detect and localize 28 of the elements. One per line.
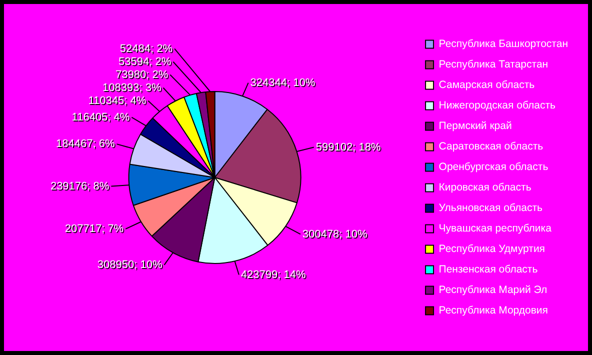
data-label: 116405; 4% [72,112,131,124]
legend-label: Оренбургская область [438,161,549,174]
data-label: 184467; 6% [57,139,116,152]
data-label: 53594; 2% [120,56,172,69]
legend-label: Саратовская область [438,140,544,153]
legend-label: Нижегородская область [438,100,556,112]
legend-label: Республика Татарстан [438,58,548,71]
legend-label: Самарская область [438,79,536,92]
data-label: 423799; 14% [242,270,307,282]
legend-label: Ульяновская область [438,202,544,214]
data-label: 599102; 18% [316,142,382,154]
data-label: 108393; 3% [104,82,162,95]
data-label: 110345; 4% [89,96,148,108]
data-label: 239176; 8% [51,181,110,194]
legend-label: Пермский край [438,120,512,132]
data-label: 324344; 10% [251,78,316,90]
legend-label: Республика Марий Эл [438,284,548,296]
legend-label: Республика Удмуртия [438,243,545,256]
data-label: 308950; 10% [98,260,164,272]
data-label: 300478; 10% [303,229,368,242]
legend-label: Пензенская область [438,264,538,276]
legend-label: Республика Башкортостан [438,38,568,50]
legend-label: Чувашская республика [438,222,552,235]
data-label: 73980; 2% [116,70,170,82]
legend-label: Кировская область [438,182,532,194]
data-label: 207717; 7% [66,224,125,236]
data-label: 52484; 2% [120,44,174,56]
legend-label: Республика Мордовия [438,304,548,317]
